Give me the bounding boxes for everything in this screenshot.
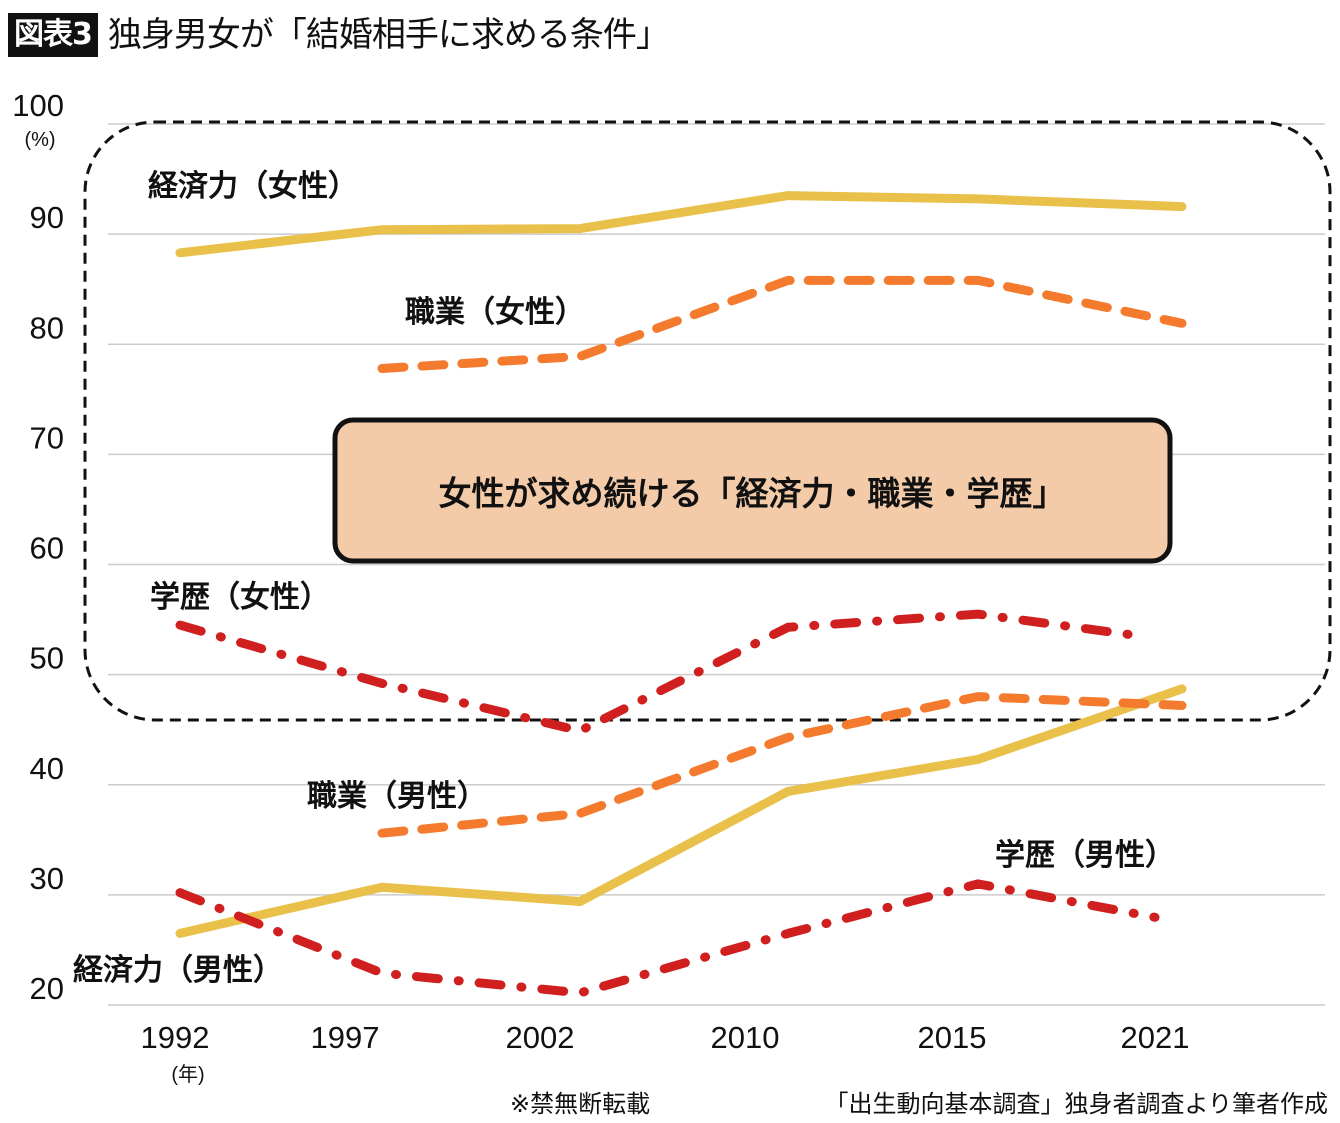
x-axis-unit: (年): [171, 1063, 204, 1086]
series-line-4: [377, 692, 1187, 838]
y-tick-label: 40: [30, 751, 64, 786]
title-text: 独身男女が「結婚相手に求める条件」: [107, 15, 670, 55]
series-line-2: [175, 609, 1135, 736]
y-tick-label: 90: [30, 200, 64, 235]
series-line-5: [175, 879, 1160, 998]
y-axis-unit: (%): [24, 129, 55, 151]
series-lines: [175, 191, 1187, 998]
figure-number-badge: 図表3: [8, 13, 98, 57]
callout-box: 女性が求め続ける「経済力・職業・学歴」: [332, 417, 1173, 564]
y-tick-label: 70: [30, 420, 64, 455]
callout-text: 女性が求め続ける「経済力・職業・学歴」: [439, 474, 1066, 513]
series-label-education-male: 学歴（男性）: [995, 838, 1175, 873]
y-tick-label: 60: [30, 531, 64, 566]
copyright-note: ※禁無断転載: [510, 1090, 650, 1118]
x-tick-label: 2010: [711, 1020, 780, 1055]
series-line-3: [175, 684, 1187, 938]
x-tick-label: 1997: [311, 1020, 380, 1055]
y-tick-label: 50: [30, 641, 64, 676]
x-tick-label: 2002: [506, 1020, 575, 1055]
source-note: 「出生動向基本調査」独身者調査より筆者作成: [824, 1090, 1328, 1118]
y-axis-ticks: 100 90 80 70 60 50 40 30 20: [12, 88, 64, 1006]
y-tick-label: 20: [30, 971, 64, 1006]
x-tick-label: 2015: [918, 1020, 987, 1055]
y-tick-label: 30: [30, 861, 64, 896]
series-label-occupation-female: 職業（女性）: [405, 295, 585, 330]
series-line-1: [377, 275, 1187, 373]
x-tick-label: 1992: [141, 1020, 210, 1055]
x-axis-ticks: 1992 1997 2002 2010 2015 2021: [141, 1020, 1190, 1055]
female-highlight-frame: [83, 120, 1332, 722]
series-line-0: [175, 191, 1187, 258]
series-label-economic-female: 経済力（女性）: [148, 169, 358, 204]
y-tick-label: 100: [12, 88, 64, 123]
x-tick-label: 2021: [1121, 1020, 1190, 1055]
series-label-occupation-male: 職業（男性）: [307, 779, 487, 814]
chart-title: 図表3 独身男女が「結婚相手に求める条件」: [8, 10, 670, 60]
series-label-economic-male: 経済力（男性）: [73, 953, 283, 988]
y-tick-label: 80: [30, 310, 64, 345]
callout-box-background: [332, 417, 1173, 564]
series-label-education-female: 学歴（女性）: [150, 580, 330, 615]
